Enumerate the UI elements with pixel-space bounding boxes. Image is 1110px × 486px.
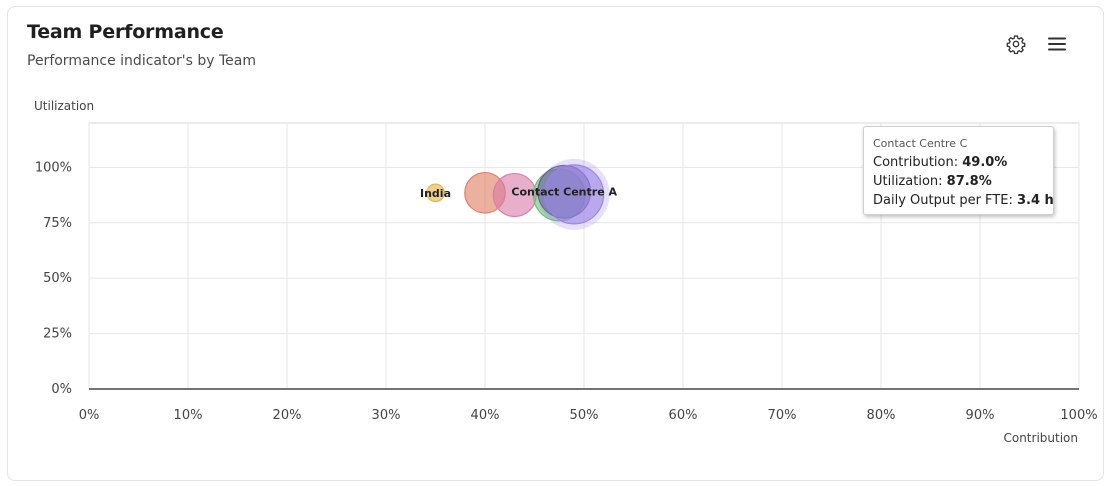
hamburger-menu-icon bbox=[1048, 37, 1066, 51]
x-tick-label: 100% bbox=[1060, 408, 1097, 423]
bubble-label: Contact Centre A bbox=[511, 186, 617, 199]
y-axis-title: Utilization bbox=[34, 99, 94, 113]
bubble-label: India bbox=[420, 187, 451, 200]
tooltip-daily-output: Daily Output per FTE: 3.4 h bbox=[873, 193, 1054, 208]
x-tick-label: 70% bbox=[768, 408, 797, 423]
x-axis-title: Contribution bbox=[1003, 431, 1078, 445]
y-tick-label: 100% bbox=[35, 160, 72, 175]
y-tick-label: 75% bbox=[43, 216, 72, 231]
bubbles bbox=[426, 158, 610, 230]
x-tick-label: 80% bbox=[867, 408, 896, 423]
chart-subtitle: Performance indicator's by Team bbox=[27, 53, 257, 69]
chart-title: Team Performance bbox=[27, 21, 224, 43]
x-tick-label: 0% bbox=[79, 408, 100, 423]
settings-button[interactable] bbox=[1004, 32, 1028, 56]
x-tick-label: 10% bbox=[174, 408, 203, 423]
y-tick-label: 50% bbox=[43, 271, 72, 286]
bubble bbox=[426, 183, 445, 203]
tooltip-contribution: Contribution: 49.0% bbox=[873, 155, 1008, 170]
x-tick-label: 40% bbox=[471, 408, 500, 423]
y-tick-label: 25% bbox=[43, 327, 72, 342]
x-tick-label: 60% bbox=[669, 408, 698, 423]
x-tick-label: 90% bbox=[966, 408, 995, 423]
x-tick-label: 20% bbox=[273, 408, 302, 423]
y-tick-label: 0% bbox=[51, 382, 72, 397]
tooltip-utilization: Utilization: 87.8% bbox=[873, 174, 992, 189]
axes: 0% 10% 20% 30% 40% 50% 60% 70% 80% 90% 100% 0% 25% 50… bbox=[34, 99, 1098, 445]
x-tick-label: 30% bbox=[372, 408, 401, 423]
x-tick-label: 50% bbox=[570, 408, 599, 423]
tooltip-title: Contact Centre C bbox=[873, 137, 968, 150]
bubble bbox=[543, 164, 605, 225]
chart-tooltip: Contact Centre C Contribution: 49.0% Uti… bbox=[863, 126, 1054, 215]
gear-icon bbox=[1006, 35, 1026, 54]
chart-card bbox=[7, 6, 1104, 481]
chart-menu-button[interactable] bbox=[1045, 32, 1069, 56]
data-labels: India Contact Centre A bbox=[420, 186, 617, 200]
